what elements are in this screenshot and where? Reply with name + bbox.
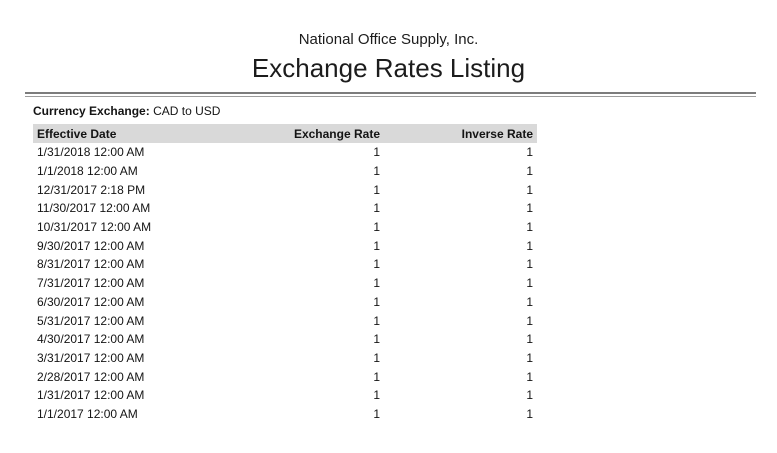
header-divider-top-line — [25, 92, 756, 94]
effective-date-cell: 10/31/2017 12:00 AM — [37, 220, 152, 235]
table-row: 6/30/2017 12:00 AM 1 1 — [33, 293, 537, 312]
table-row: 7/31/2017 12:00 AM 1 1 — [33, 274, 537, 293]
currency-exchange-line: Currency Exchange: CAD to USD — [33, 104, 220, 119]
exchange-rate-cell: 1 — [373, 406, 380, 421]
effective-date-cell: 11/30/2017 12:00 AM — [37, 201, 151, 216]
currency-exchange-value: CAD to USD — [153, 104, 221, 118]
inverse-rate-cell: 1 — [526, 145, 533, 160]
exchange-rate-cell: 1 — [373, 201, 380, 216]
inverse-rate-cell: 1 — [526, 350, 533, 365]
exchange-rate-cell: 1 — [373, 313, 380, 328]
effective-date-cell: 2/28/2017 12:00 AM — [37, 369, 145, 384]
exchange-rate-cell: 1 — [373, 145, 380, 160]
column-header-effective-date: Effective Date — [33, 124, 253, 143]
table-row: 3/31/2017 12:00 AM 1 1 — [33, 349, 537, 368]
table-row: 12/31/2017 2:18 PM 1 1 — [33, 180, 537, 199]
table-header-row: Effective Date Exchange Rate Inverse Rat… — [33, 124, 537, 143]
column-header-exchange-rate: Exchange Rate — [253, 124, 384, 143]
inverse-rate-cell: 1 — [526, 388, 533, 403]
exchange-rate-cell: 1 — [373, 220, 380, 235]
exchange-rates-table: Effective Date Exchange Rate Inverse Rat… — [33, 124, 537, 423]
currency-exchange-label: Currency Exchange: — [33, 104, 150, 118]
table-row: 8/31/2017 12:00 AM 1 1 — [33, 255, 537, 274]
exchange-rate-cell: 1 — [373, 182, 380, 197]
table-row: 9/30/2017 12:00 AM 1 1 — [33, 236, 537, 255]
effective-date-cell: 4/30/2017 12:00 AM — [37, 332, 145, 347]
inverse-rate-cell: 1 — [526, 238, 533, 253]
exchange-rate-cell: 1 — [373, 238, 380, 253]
exchange-rate-cell: 1 — [373, 350, 380, 365]
effective-date-cell: 1/1/2017 12:00 AM — [37, 406, 138, 421]
effective-date-cell: 12/31/2017 2:18 PM — [37, 182, 146, 197]
inverse-rate-cell: 1 — [526, 369, 533, 384]
effective-date-cell: 6/30/2017 12:00 AM — [37, 294, 145, 309]
effective-date-cell: 7/31/2017 12:00 AM — [37, 276, 145, 291]
effective-date-cell: 5/31/2017 12:00 AM — [37, 313, 145, 328]
effective-date-cell: 3/31/2017 12:00 AM — [37, 350, 145, 365]
inverse-rate-cell: 1 — [526, 201, 533, 216]
header-divider — [25, 92, 756, 97]
header-divider-bottom-line — [25, 96, 756, 97]
table-row: 1/1/2017 12:00 AM 1 1 — [33, 405, 537, 424]
table-row: 5/31/2017 12:00 AM 1 1 — [33, 311, 537, 330]
inverse-rate-cell: 1 — [526, 164, 533, 179]
effective-date-cell: 1/1/2018 12:00 AM — [37, 164, 138, 179]
inverse-rate-cell: 1 — [526, 220, 533, 235]
inverse-rate-cell: 1 — [526, 182, 533, 197]
inverse-rate-cell: 1 — [526, 257, 533, 272]
effective-date-cell: 9/30/2017 12:00 AM — [37, 238, 145, 253]
inverse-rate-cell: 1 — [526, 294, 533, 309]
table-row: 1/1/2018 12:00 AM 1 1 — [33, 162, 537, 181]
inverse-rate-cell: 1 — [526, 313, 533, 328]
table-row: 10/31/2017 12:00 AM 1 1 — [33, 218, 537, 237]
table-row: 4/30/2017 12:00 AM 1 1 — [33, 330, 537, 349]
exchange-rate-cell: 1 — [373, 294, 380, 309]
inverse-rate-cell: 1 — [526, 406, 533, 421]
effective-date-cell: 1/31/2018 12:00 AM — [37, 145, 145, 160]
report-title: Exchange Rates Listing — [251, 53, 526, 83]
table-row: 1/31/2017 12:00 AM 1 1 — [33, 386, 537, 405]
effective-date-cell: 1/31/2017 12:00 AM — [37, 388, 145, 403]
exchange-rate-cell: 1 — [373, 257, 380, 272]
effective-date-cell: 8/31/2017 12:00 AM — [37, 257, 145, 272]
exchange-rate-cell: 1 — [373, 332, 380, 347]
company-name: National Office Supply, Inc. — [298, 31, 479, 48]
inverse-rate-cell: 1 — [526, 276, 533, 291]
table-row: 2/28/2017 12:00 AM 1 1 — [33, 367, 537, 386]
exchange-rate-cell: 1 — [373, 388, 380, 403]
column-header-inverse-rate: Inverse Rate — [384, 124, 537, 143]
exchange-rate-cell: 1 — [373, 276, 380, 291]
table-row: 1/31/2018 12:00 AM 1 1 — [33, 143, 537, 162]
exchange-rate-cell: 1 — [373, 164, 380, 179]
exchange-rate-cell: 1 — [373, 369, 380, 384]
inverse-rate-cell: 1 — [526, 332, 533, 347]
table-row: 11/30/2017 12:00 AM 1 1 — [33, 199, 537, 218]
